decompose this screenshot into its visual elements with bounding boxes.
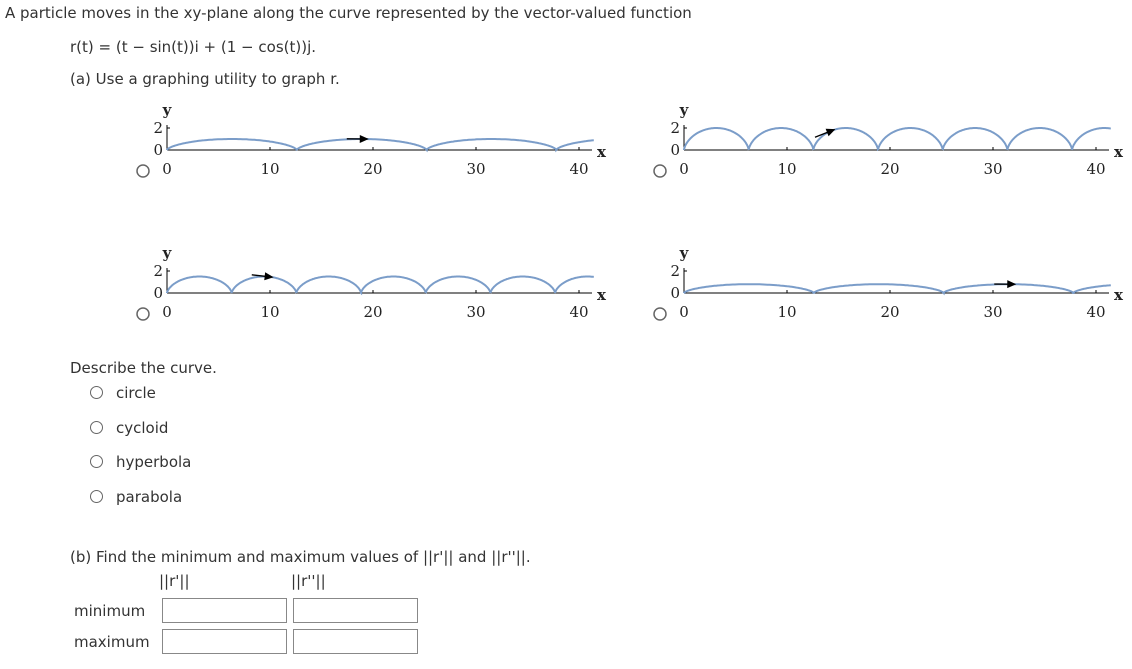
arrow-head xyxy=(264,272,274,281)
y-axis-label: y xyxy=(679,244,690,262)
x-tick-label: 10 xyxy=(260,160,279,178)
x-tick-label: 20 xyxy=(880,303,899,321)
x-axis-label: x xyxy=(1114,143,1124,161)
x-tick-label: 40 xyxy=(1086,303,1105,321)
x-axis-label: x xyxy=(597,286,607,304)
graph: 0 10 20 30 40 0 2y x xyxy=(653,101,1124,178)
arrow-head xyxy=(825,128,836,137)
graph-radio[interactable] xyxy=(653,164,667,178)
option-radio[interactable] xyxy=(90,455,103,468)
y-tick-label: 2 xyxy=(670,262,680,280)
column-header: ||r'|| xyxy=(159,572,190,590)
answer-input[interactable] xyxy=(293,598,418,623)
x-tick-label: 30 xyxy=(466,160,485,178)
x-axis-label: x xyxy=(1114,286,1124,304)
x-tick-label: 0 xyxy=(162,160,172,178)
x-tick-label: 10 xyxy=(777,303,796,321)
describe-prompt: Describe the curve. xyxy=(70,359,217,377)
arrow-head xyxy=(1007,280,1017,289)
curve xyxy=(166,138,594,153)
answer-input[interactable] xyxy=(162,629,287,654)
x-tick-label: 20 xyxy=(363,303,382,321)
curve xyxy=(683,283,1111,296)
y-axis-label: y xyxy=(162,244,173,262)
curve xyxy=(683,127,1111,151)
x-tick-label: 40 xyxy=(569,303,588,321)
option-label: circle xyxy=(116,384,156,402)
x-axis-label: x xyxy=(597,143,607,161)
y-tick-label: 0 xyxy=(670,284,680,302)
x-tick-label: 20 xyxy=(363,160,382,178)
x-tick-label: 10 xyxy=(777,160,796,178)
answer-input[interactable] xyxy=(293,629,418,654)
y-tick-label: 2 xyxy=(153,262,163,280)
y-tick-label: 0 xyxy=(153,284,163,302)
part-b-text: (b) Find the minimum and maximum values … xyxy=(70,548,531,566)
curve xyxy=(166,275,594,296)
graph: 0 10 20 30 40 0 2y x xyxy=(653,244,1124,321)
x-tick-label: 40 xyxy=(569,160,588,178)
intro-text: A particle moves in the xy-plane along t… xyxy=(5,4,692,22)
x-tick-label: 40 xyxy=(1086,160,1105,178)
row-label: maximum xyxy=(74,633,150,651)
graph: 0 10 20 30 40 0 2y x xyxy=(136,101,607,178)
y-axis-label: y xyxy=(162,101,173,119)
x-tick-label: 20 xyxy=(880,160,899,178)
x-tick-label: 0 xyxy=(162,303,172,321)
x-tick-label: 30 xyxy=(466,303,485,321)
graph-radio[interactable] xyxy=(653,307,667,321)
x-tick-label: 30 xyxy=(983,303,1002,321)
option-radio[interactable] xyxy=(90,386,103,399)
answer-input[interactable] xyxy=(162,598,287,623)
y-tick-label: 0 xyxy=(670,141,680,159)
option-radio[interactable] xyxy=(90,420,103,434)
graph-radio[interactable] xyxy=(136,164,150,178)
arrow-head xyxy=(359,134,369,143)
x-tick-label: 30 xyxy=(983,160,1002,178)
option-label: cycloid xyxy=(116,418,169,437)
x-tick-label: 10 xyxy=(260,303,279,321)
y-tick-label: 0 xyxy=(153,141,163,159)
y-axis-label: y xyxy=(679,101,690,119)
y-tick-label: 2 xyxy=(153,119,163,137)
x-tick-label: 0 xyxy=(679,160,689,178)
option-label: hyperbola xyxy=(116,453,192,471)
row-label: minimum xyxy=(74,602,146,620)
y-tick-label: 2 xyxy=(670,119,680,137)
function-text: r(t) = (t − sin(t))i + (1 − cos(t))j. xyxy=(70,38,317,56)
x-tick-label: 0 xyxy=(679,303,689,321)
column-header: ||r''|| xyxy=(291,572,326,590)
graph: 0 10 20 30 40 0 2y x xyxy=(136,244,607,321)
part-a-text: (a) Use a graphing utility to graph r. xyxy=(70,70,340,88)
graph-radio[interactable] xyxy=(136,307,150,321)
option-label: parabola xyxy=(116,487,183,506)
option-radio[interactable] xyxy=(90,489,103,503)
